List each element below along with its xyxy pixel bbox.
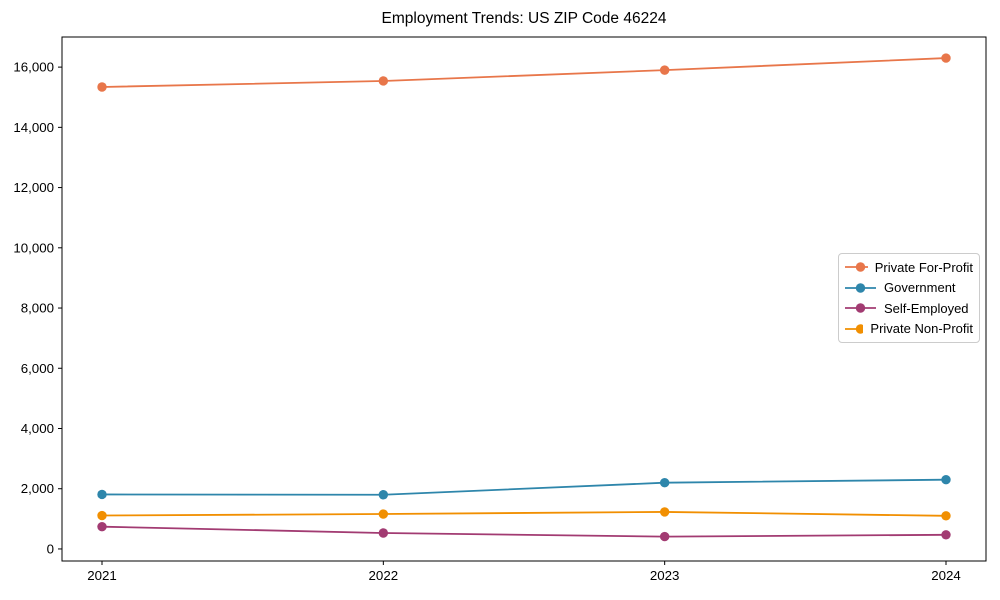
legend-item-private-for-profit: Private For-Profit — [844, 257, 973, 278]
legend-marker-private-for-profit — [845, 262, 868, 272]
legend-marker-private-non-profit — [845, 324, 864, 334]
series-marker-private-non-profit — [97, 510, 107, 521]
legend-item-private-non-profit: Private Non-Profit — [844, 319, 973, 340]
series-marker-private-for-profit — [378, 76, 389, 86]
series-line-private-non-profit — [101, 511, 947, 517]
series-marker-government — [659, 478, 670, 488]
legend-marker-self-employed — [845, 303, 876, 313]
axis-frame — [61, 36, 987, 562]
series-marker-private-non-profit — [378, 509, 389, 519]
legend-label-self-employed: Self-Employed — [884, 300, 969, 316]
series-marker-private-for-profit — [659, 65, 670, 75]
series-marker-government — [378, 490, 389, 500]
y-tick-label: 12,000 — [13, 180, 54, 195]
y-tick-label: 6,000 — [21, 361, 54, 376]
series-marker-self-employed — [659, 531, 670, 542]
x-tick-label: 2022 — [369, 568, 399, 583]
x-tick-label: 2024 — [931, 568, 961, 583]
series-line-government — [101, 478, 947, 496]
y-tick-label: 14,000 — [13, 120, 54, 135]
series-marker-private-non-profit — [941, 511, 951, 521]
series-marker-private-non-profit — [659, 507, 670, 517]
x-tick-label: 2023 — [650, 568, 680, 583]
series-marker-private-for-profit — [97, 82, 107, 92]
x-tick-label: 2021 — [87, 568, 117, 583]
legend-label-private-for-profit: Private For-Profit — [874, 259, 973, 275]
y-tick-label: 8,000 — [21, 301, 54, 316]
legend-item-government: Government — [844, 278, 973, 299]
y-tick-label: 10,000 — [13, 240, 54, 255]
y-tick-label: 4,000 — [21, 421, 54, 436]
y-tick-label: 2,000 — [21, 481, 54, 496]
series-line-private-for-profit — [101, 57, 947, 88]
series-marker-self-employed — [378, 528, 389, 538]
series-marker-government — [97, 489, 107, 500]
legend: Private For-Profit Government Self-Employe… — [838, 253, 980, 343]
y-tick-label: 0 — [47, 541, 54, 556]
legend-item-self-employed: Self-Employed — [844, 298, 973, 319]
series-marker-self-employed — [97, 521, 107, 532]
chart-title: Employment Trends: US ZIP Code 46224 — [381, 10, 667, 27]
series-marker-private-for-profit — [941, 53, 951, 63]
legend-label-private-non-profit: Private Non-Profit — [870, 321, 973, 337]
series-line-self-employed — [101, 525, 947, 538]
y-tick-label: 16,000 — [13, 60, 54, 75]
series-marker-self-employed — [941, 530, 951, 540]
series-marker-government — [941, 474, 951, 485]
legend-label-government: Government — [884, 280, 956, 296]
legend-marker-government — [845, 283, 876, 293]
